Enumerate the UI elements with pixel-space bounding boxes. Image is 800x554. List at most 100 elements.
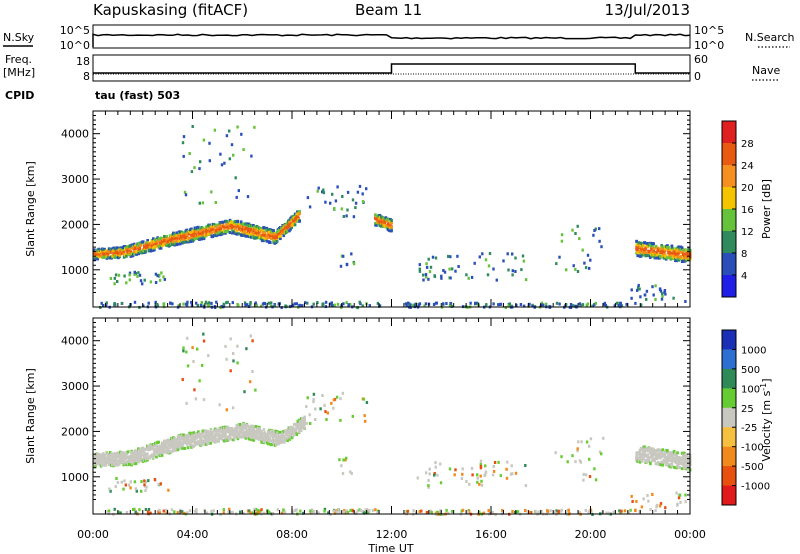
scatter-cell — [640, 303, 643, 307]
scatter-cell — [430, 511, 433, 514]
scatter-cell — [126, 245, 129, 249]
power-frame — [92, 110, 691, 308]
scatter-cell — [682, 455, 685, 459]
scatter-cell — [604, 303, 607, 307]
scatter-cell — [667, 245, 670, 249]
scatter-cell — [442, 269, 445, 272]
scatter-cell — [321, 303, 324, 307]
scatter-cell — [232, 352, 235, 355]
scatter-cell — [299, 428, 303, 432]
scatter-cell — [427, 484, 430, 488]
scatter-cell — [427, 479, 430, 482]
scatter-cell — [126, 450, 130, 454]
scatter-cell — [682, 458, 685, 461]
scatter-cell — [133, 300, 137, 304]
scatter-cell — [684, 500, 687, 504]
scatter-cell — [158, 278, 162, 282]
scatter-cell — [303, 422, 306, 426]
scatter-cell — [203, 436, 207, 440]
scatter-cell — [242, 422, 245, 426]
scatter-cell — [470, 275, 474, 279]
scatter-cell — [109, 489, 112, 493]
scatter-cell — [244, 303, 247, 307]
scatter-cell — [642, 497, 645, 501]
scatter-cell — [168, 450, 172, 454]
scatter-cell — [233, 433, 236, 437]
scatter-cell — [364, 419, 367, 423]
colorbar-swatch — [722, 427, 736, 448]
scatter-cell — [156, 274, 159, 278]
scatter-cell — [669, 248, 673, 251]
scatter-cell — [202, 230, 206, 234]
scatter-cell — [207, 304, 210, 308]
scatter-cell — [365, 401, 369, 404]
scatter-cell — [386, 218, 390, 222]
scatter-cell — [418, 263, 421, 267]
scatter-cell — [303, 417, 306, 421]
scatter-cell — [342, 302, 345, 306]
scatter-cell — [651, 455, 654, 459]
scatter-cell — [655, 505, 658, 509]
scatter-cell — [620, 509, 623, 513]
scatter-cell — [646, 494, 649, 497]
scatter-cell — [182, 349, 185, 353]
scatter-cell — [243, 230, 246, 234]
scatter-cell — [171, 243, 174, 246]
scatter-cell — [365, 187, 368, 191]
scatter-cell — [270, 443, 274, 447]
scatter-cell — [321, 394, 324, 397]
scatter-cell — [323, 507, 327, 511]
scatter-cell — [587, 510, 590, 514]
scatter-cell — [208, 159, 211, 163]
scatter-cell — [629, 508, 632, 512]
scatter-cell — [263, 231, 266, 234]
scatter-cell — [193, 166, 196, 170]
scatter-cell — [638, 287, 641, 291]
scatter-cell — [619, 511, 622, 515]
freq-frame — [92, 54, 691, 82]
scatter-cell — [243, 390, 246, 394]
scatter-cell — [577, 440, 580, 444]
colorbar-swatch — [722, 165, 736, 188]
y-tick-label: 4000 — [61, 128, 89, 141]
scatter-cell — [290, 436, 294, 440]
scatter-cell — [580, 440, 583, 444]
scatter-cell — [225, 357, 228, 361]
scatter-cell — [600, 245, 603, 249]
scatter-cell — [122, 459, 125, 463]
scatter-cell — [145, 447, 148, 451]
scatter-cell — [636, 248, 639, 252]
scatter-cell — [520, 268, 523, 272]
scatter-cell — [349, 303, 352, 306]
nsky-tick-bottom: 10^0 — [60, 39, 90, 52]
scatter-cell — [197, 227, 200, 231]
scatter-cell — [578, 511, 581, 515]
scatter-cell — [603, 301, 607, 305]
scatter-cell — [314, 407, 317, 411]
scatter-cell — [116, 280, 119, 283]
scatter-cell — [675, 491, 678, 495]
scatter-cell — [591, 304, 595, 308]
scatter-cell — [424, 302, 428, 306]
scatter-cell — [278, 228, 281, 232]
scatter-cell — [647, 458, 651, 462]
scatter-cell — [153, 248, 156, 252]
scatter-cell — [165, 511, 168, 514]
scatter-cell — [152, 241, 155, 245]
scatter-cell — [113, 282, 116, 286]
scatter-cell — [680, 467, 684, 471]
scatter-cell — [635, 499, 638, 503]
scatter-cell — [637, 241, 641, 245]
scatter-cell — [181, 510, 184, 514]
scatter-cell — [417, 303, 421, 307]
scatter-cell — [214, 225, 217, 229]
colorbar-tick-label: 16 — [741, 205, 754, 216]
scatter-cell — [323, 509, 326, 513]
scatter-cell — [416, 476, 419, 480]
scatter-cell — [186, 511, 189, 515]
scatter-cell — [115, 455, 119, 459]
scatter-cell — [269, 439, 272, 443]
scatter-cell — [238, 226, 242, 230]
scatter-cell — [270, 301, 273, 305]
scatter-cell — [254, 388, 257, 392]
